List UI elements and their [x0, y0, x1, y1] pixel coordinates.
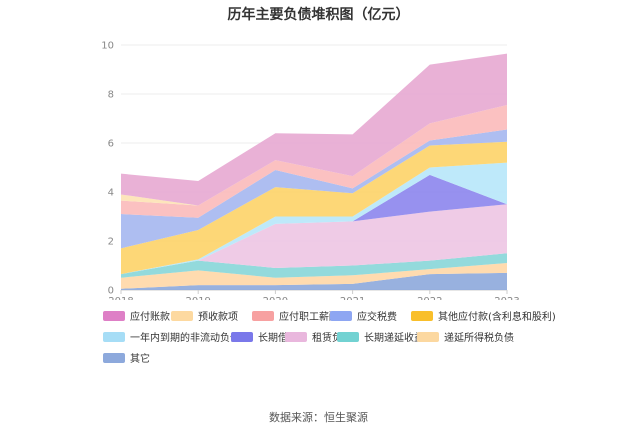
x-tick-label: 2023 [494, 296, 519, 300]
legend-item[interactable]: 其他应付款(含利息和股利) [411, 308, 556, 323]
y-tick-label: 4 [108, 188, 114, 199]
legend-item[interactable]: 应付账款 [103, 308, 170, 323]
legend-item[interactable]: 一年内到期的非流动负债 [103, 329, 240, 344]
legend-swatch [103, 310, 125, 321]
legend-swatch [231, 331, 253, 342]
legend-label: 应付账款 [130, 312, 170, 323]
legend-swatch [417, 331, 439, 342]
legend-item[interactable]: 递延所得税负债 [417, 329, 514, 344]
legend-swatch [337, 331, 359, 342]
area-series-5 [121, 162, 507, 275]
area-series-7 [121, 129, 507, 249]
x-tick-label: 2021 [340, 296, 365, 300]
area-series-8 [121, 105, 507, 218]
area-series-2 [121, 253, 507, 278]
legend-label: 一年内到期的非流动负债 [130, 333, 240, 344]
legend-item[interactable]: 长期递延收益 [337, 329, 424, 344]
area-series-6 [121, 141, 507, 275]
legend-swatch [411, 310, 433, 321]
area-series-layer [121, 53, 507, 290]
legend-swatch [330, 310, 352, 321]
y-tick-label: 6 [108, 139, 114, 150]
area-series-1 [121, 263, 507, 289]
legend-item[interactable]: 其它 [103, 350, 150, 365]
legend-item[interactable]: 租赁负债 [285, 329, 352, 344]
legend-swatch [103, 331, 125, 342]
area-series-10 [121, 53, 507, 206]
stacked-area-chart: 0 2 4 6 8 10 2018 2019 2020 2021 2022 2023 [101, 41, 519, 301]
legend-label: 其它 [130, 354, 150, 365]
legend-swatch [285, 331, 307, 342]
x-tick-label: 2020 [263, 296, 288, 300]
legend-label: 应付职工薪酬 [279, 312, 339, 323]
area-series-3 [121, 204, 507, 275]
legend-swatch [171, 310, 193, 321]
chart-title: 历年主要负债堆积图（亿元） [227, 7, 410, 23]
area-series-4 [121, 174, 507, 275]
y-tick-label: 8 [108, 90, 114, 101]
legend-swatch [103, 352, 125, 363]
legend-label: 长期借款 [258, 333, 298, 344]
legend-label: 租赁负债 [312, 333, 352, 344]
x-tick-label: 2018 [108, 296, 133, 300]
legend-label: 应交税费 [357, 312, 397, 323]
legend-item[interactable]: 应付职工薪酬 [252, 308, 339, 323]
y-tick-label: 0 [108, 286, 114, 297]
legend-label: 预收款项 [198, 312, 238, 323]
x-tick-label: 2019 [185, 296, 210, 300]
area-series-0 [121, 272, 507, 290]
legend-label: 递延所得税负债 [444, 333, 514, 344]
legend-label: 其他应付款(含利息和股利) [438, 312, 556, 323]
y-tick-label: 10 [101, 41, 114, 52]
legend-item[interactable]: 预收款项 [171, 308, 238, 323]
axes: 0 2 4 6 8 10 2018 2019 2020 2021 2022 2023 [101, 41, 519, 301]
data-source-note: 数据来源：恒生聚源 [269, 411, 368, 424]
legend-label: 长期递延收益 [364, 333, 424, 344]
x-tick-label: 2022 [417, 296, 442, 300]
legend-item[interactable]: 应交税费 [330, 308, 397, 323]
y-tick-label: 2 [108, 237, 114, 248]
legend-swatch [252, 310, 274, 321]
legend-item[interactable]: 长期借款 [231, 329, 298, 344]
